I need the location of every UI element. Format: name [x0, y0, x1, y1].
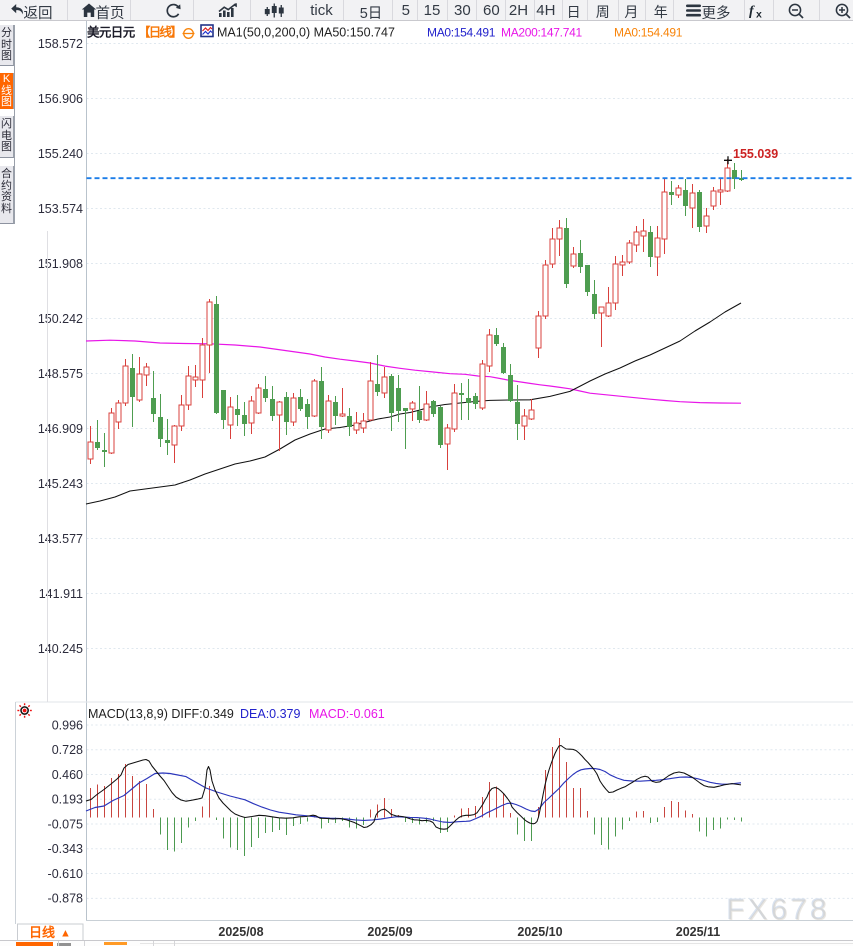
svg-text:MA200:147.741: MA200:147.741	[501, 26, 582, 40]
svg-text:150.242: 150.242	[38, 312, 83, 326]
svg-text:155.039: 155.039	[733, 147, 778, 161]
svg-text:x: x	[756, 9, 762, 20]
svg-text:▲: ▲	[60, 928, 71, 940]
svg-text:f: f	[749, 4, 755, 19]
svg-text:【日线】: 【日线】	[138, 25, 181, 40]
svg-text:MA0:154.491: MA0:154.491	[427, 26, 496, 40]
svg-text:MA0:154.491: MA0:154.491	[614, 26, 683, 40]
svg-text:MA1(50,0,200,0) MA50:150.747: MA1(50,0,200,0) MA50:150.747	[217, 26, 395, 40]
svg-text:151.908: 151.908	[38, 257, 83, 271]
svg-text:0.728: 0.728	[52, 743, 83, 757]
svg-text:MACD:-0.061: MACD:-0.061	[309, 707, 385, 721]
svg-text:156.906: 156.906	[38, 92, 83, 106]
svg-text:143.577: 143.577	[38, 532, 83, 546]
svg-text:FX678: FX678	[726, 893, 829, 926]
svg-text:美元日元: 美元日元	[87, 25, 136, 40]
svg-text:-0.878: -0.878	[48, 892, 83, 906]
svg-text:158.572: 158.572	[38, 37, 83, 51]
svg-text:0.996: 0.996	[52, 718, 83, 732]
svg-text:145.243: 145.243	[38, 477, 83, 491]
svg-text:2025/09: 2025/09	[367, 925, 412, 939]
svg-text:155.240: 155.240	[38, 147, 83, 161]
svg-text:141.911: 141.911	[39, 587, 83, 601]
svg-text:日线: 日线	[29, 925, 55, 940]
svg-text:146.909: 146.909	[38, 422, 83, 436]
svg-text:-0.610: -0.610	[48, 867, 83, 881]
svg-text:FX678: FX678	[727, 894, 830, 927]
svg-text:148.575: 148.575	[38, 367, 83, 381]
svg-text:-0.075: -0.075	[48, 817, 83, 831]
svg-text:-0.343: -0.343	[48, 842, 83, 856]
svg-text:MACD(13,8,9) DIFF:0.349: MACD(13,8,9) DIFF:0.349	[88, 707, 234, 721]
svg-text:140.245: 140.245	[38, 642, 83, 656]
svg-text:DEA:0.379: DEA:0.379	[240, 707, 301, 721]
svg-text:2025/10: 2025/10	[517, 925, 562, 939]
svg-text:153.574: 153.574	[38, 202, 83, 216]
svg-text:2025/08: 2025/08	[218, 925, 263, 939]
svg-text:2025/11: 2025/11	[676, 925, 721, 939]
svg-text:0.460: 0.460	[52, 768, 83, 782]
svg-text:0.193: 0.193	[52, 793, 83, 807]
